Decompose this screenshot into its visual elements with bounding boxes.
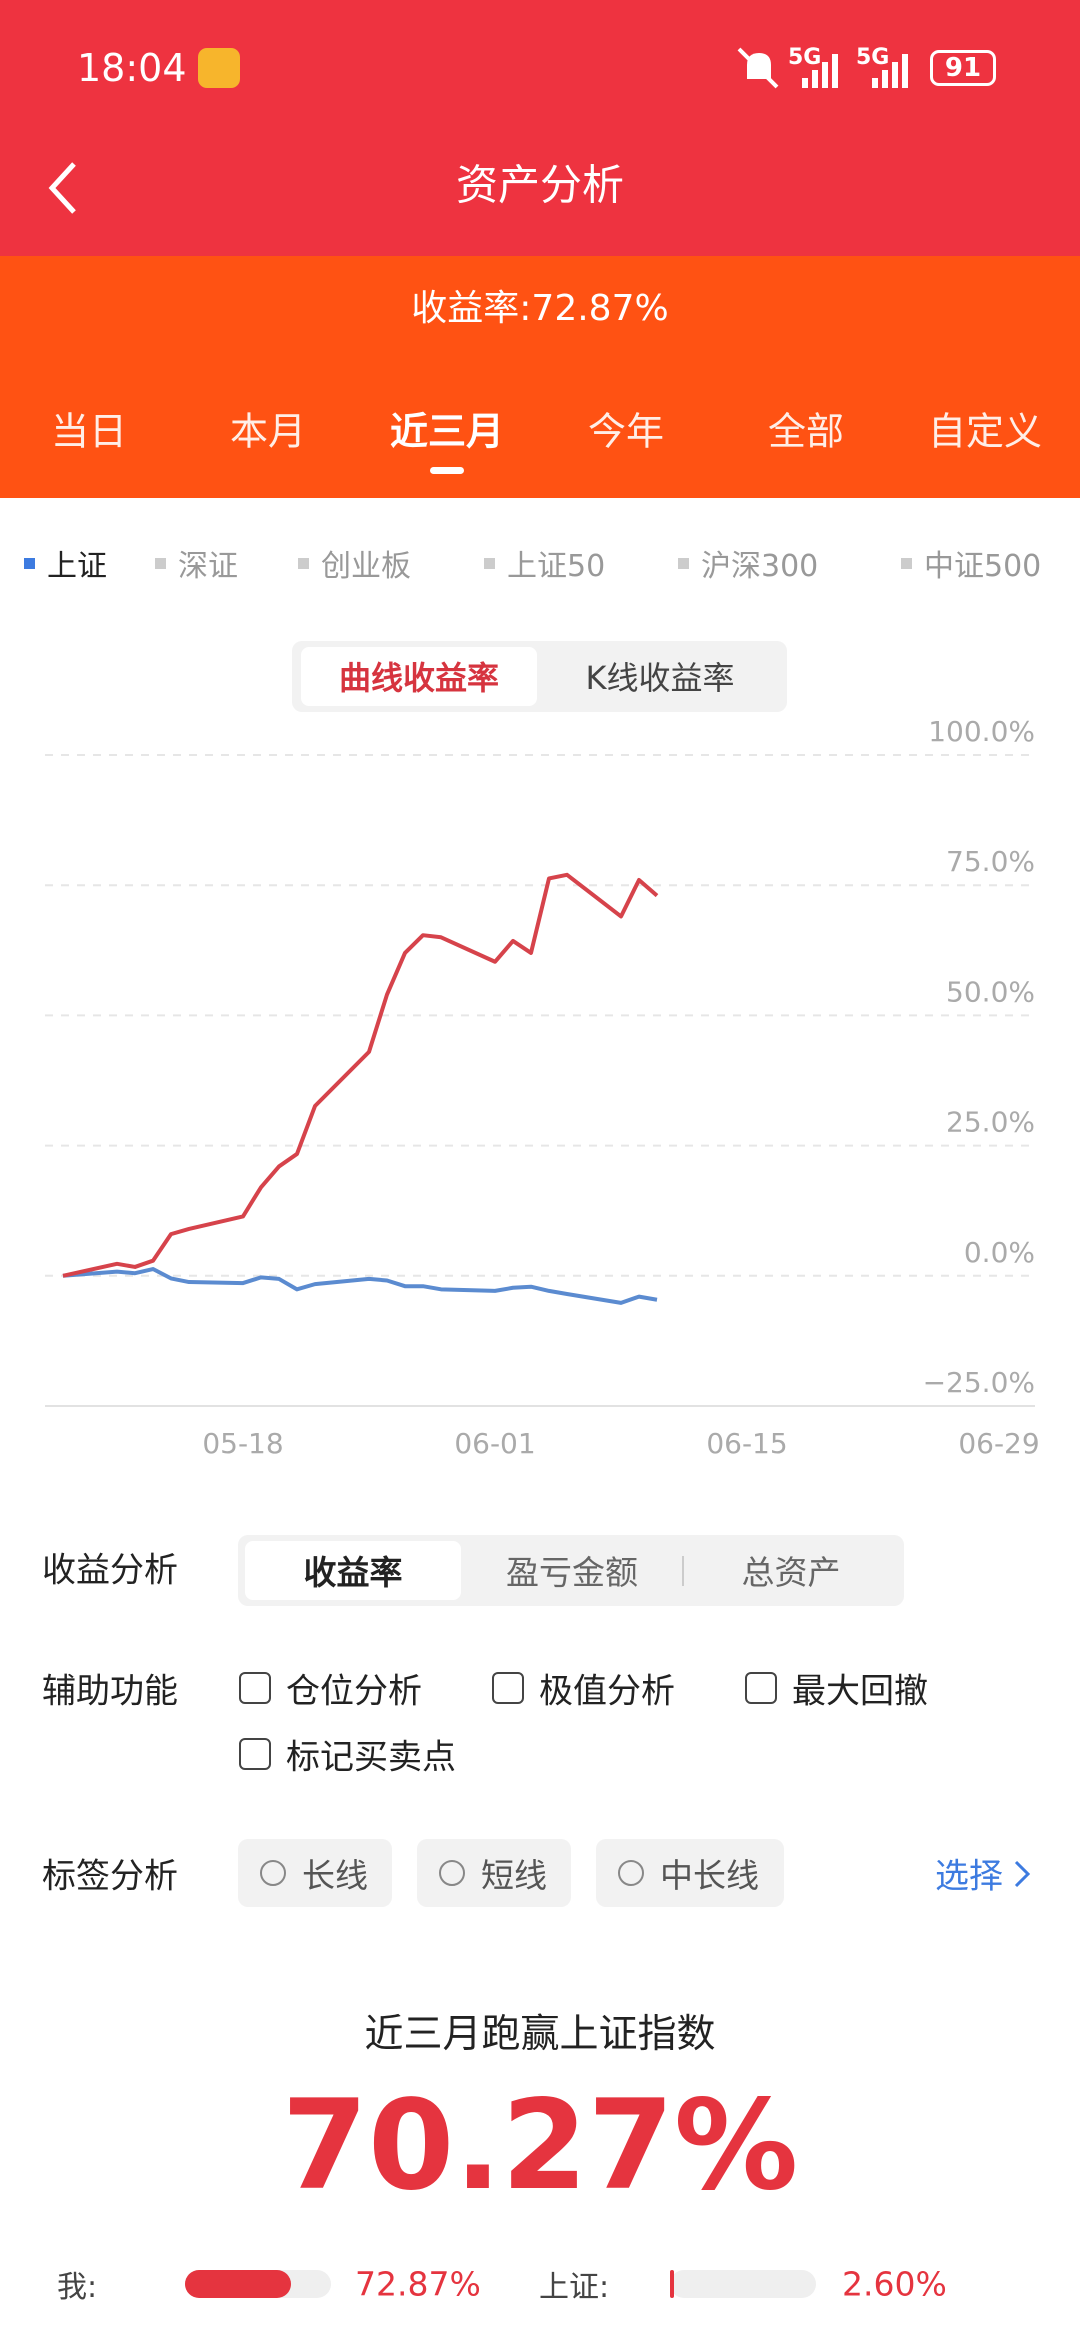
app-icon	[198, 48, 240, 88]
index-tab[interactable]: 深证	[178, 549, 238, 584]
tag-label: 长线	[302, 1856, 368, 1895]
toggle-option[interactable]: K线收益率	[585, 659, 735, 697]
outperform-value: 70.27%	[281, 2074, 799, 2218]
radio	[618, 1860, 644, 1886]
progress-track	[670, 2270, 816, 2298]
status-time: 18:04	[77, 46, 187, 90]
back-button[interactable]	[44, 160, 84, 216]
period-tab[interactable]: 今年	[587, 409, 665, 454]
checkbox[interactable]	[239, 1672, 271, 1704]
period-tab[interactable]: 本月	[229, 409, 307, 454]
return-rate: 收益率:72.87%	[411, 288, 669, 329]
y-tick-label: 75.0%	[946, 845, 1035, 878]
index-tab[interactable]: 创业板	[321, 549, 411, 584]
progress-bar	[670, 2270, 674, 2298]
toggle-active	[301, 647, 537, 706]
y-tick-label: 100.0%	[928, 715, 1035, 748]
tag-label: 短线	[481, 1856, 547, 1895]
checkbox-label[interactable]: 极值分析	[539, 1671, 675, 1712]
index-marker	[901, 558, 912, 569]
index-marker	[678, 558, 689, 569]
x-tick-label: 06-29	[958, 1427, 1039, 1460]
index-marker	[155, 558, 166, 569]
checkbox-label[interactable]: 标记买卖点	[286, 1737, 456, 1778]
row-label: 我:	[57, 2270, 98, 2305]
series-line	[62, 1267, 658, 1305]
y-tick-label: 50.0%	[946, 975, 1035, 1008]
checkbox[interactable]	[239, 1738, 271, 1770]
y-tick-label: −25.0%	[923, 1366, 1035, 1399]
tab-indicator	[430, 467, 464, 474]
segment-active	[245, 1541, 461, 1600]
row-value: 72.87%	[355, 2264, 481, 2304]
index-tab[interactable]: 上证50	[507, 549, 606, 584]
status-bar	[0, 0, 1080, 256]
index-marker	[24, 558, 35, 569]
y-tick-label: 0.0%	[964, 1236, 1035, 1269]
tag-label: 中长线	[660, 1856, 759, 1895]
series-line	[62, 872, 659, 1278]
mute-icon	[737, 47, 779, 89]
line-chart: −25.0% 0.0% 25.0% 50.0% 75.0% 100.0% 05-18 06-0…	[45, 715, 1040, 1460]
page-title: 资产分析	[455, 160, 625, 210]
row-label: 上证:	[539, 2270, 610, 2305]
progress-bar	[185, 2270, 292, 2298]
period-tab[interactable]: 当日	[50, 409, 128, 454]
network-label: 5G	[856, 45, 890, 70]
chevron	[1014, 1860, 1031, 1888]
select-link[interactable]: 选择	[935, 1856, 1003, 1897]
network-label: 5G	[788, 45, 822, 70]
battery-level: 91	[944, 53, 982, 83]
row-value: 2.60%	[842, 2264, 947, 2304]
toggle-option[interactable]: 曲线收益率	[338, 659, 500, 697]
index-tab[interactable]: 中证500	[924, 549, 1042, 584]
checkbox[interactable]	[745, 1672, 777, 1704]
segment-option[interactable]: 收益率	[303, 1553, 403, 1592]
signal-icon	[802, 54, 838, 88]
battery-icon	[930, 50, 996, 86]
index-marker	[484, 558, 495, 569]
section-label: 收益分析	[42, 1550, 178, 1591]
checkbox[interactable]	[492, 1672, 524, 1704]
checkbox-label[interactable]: 最大回撤	[792, 1671, 928, 1712]
x-tick-label: 06-15	[706, 1427, 787, 1460]
period-tab[interactable]: 近三月	[389, 409, 505, 454]
index-tab[interactable]: 上证	[47, 549, 107, 584]
segment-option[interactable]: 总资产	[741, 1553, 841, 1592]
y-tick-label: 25.0%	[946, 1106, 1035, 1139]
section-label: 标签分析	[42, 1856, 178, 1897]
segment-divider	[682, 1556, 684, 1586]
x-tick-label: 06-01	[454, 1427, 535, 1460]
period-tab[interactable]: 自定义	[927, 409, 1043, 454]
x-tick-label: 05-18	[202, 1427, 283, 1460]
comparison-title: 近三月跑赢上证指数	[364, 2012, 716, 2057]
period-tab[interactable]: 全部	[767, 409, 845, 454]
radio	[439, 1860, 465, 1886]
section-label: 辅助功能	[42, 1671, 178, 1712]
radio	[260, 1860, 286, 1886]
index-marker	[298, 558, 309, 569]
checkbox-label[interactable]: 仓位分析	[286, 1671, 422, 1712]
summary-panel	[0, 256, 1080, 498]
index-tab[interactable]: 沪深300	[701, 549, 819, 584]
segment-option[interactable]: 盈亏金额	[506, 1553, 638, 1592]
signal-icon	[872, 54, 908, 88]
